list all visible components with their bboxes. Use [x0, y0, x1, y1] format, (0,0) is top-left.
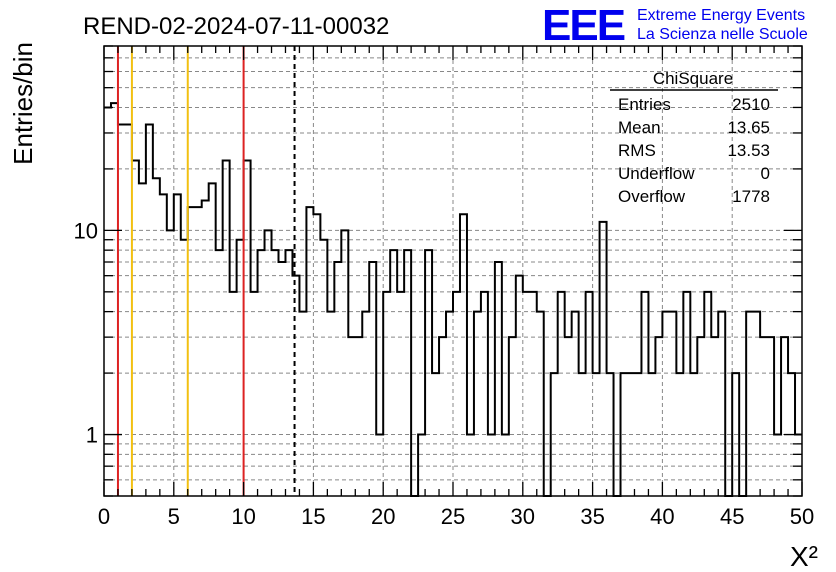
x-tick-label: 20 — [371, 504, 395, 529]
stats-label: Mean — [618, 118, 661, 137]
axis-ticks: 0 5 10 15 20 25 30 35 40 45 50 1 10 — [74, 45, 814, 529]
stats-value: 13.53 — [727, 141, 770, 160]
x-tick-label: 25 — [441, 504, 465, 529]
histogram — [104, 102, 802, 497]
x-tick-label: 10 — [231, 504, 255, 529]
x-tick-label: 15 — [301, 504, 325, 529]
x-tick-label: 30 — [511, 504, 535, 529]
logo-line2: La Scienza nelle Scuole — [637, 26, 808, 43]
x-tick-label: 40 — [650, 504, 674, 529]
stats-title: ChiSquare — [653, 69, 733, 88]
x-tick-label: 45 — [720, 504, 744, 529]
x-tick-label: 0 — [98, 504, 110, 529]
histogram-outline — [104, 102, 802, 497]
stats-value: 1778 — [732, 187, 770, 206]
stats-box: ChiSquare Entries 2510 Mean 13.65 RMS 13.53 Un… — [610, 69, 778, 206]
chart-title: REND-02-2024-07-11-00032 — [83, 13, 389, 40]
grid — [104, 45, 802, 497]
reference-lines — [116, 46, 296, 496]
x-tick-label: 35 — [580, 504, 604, 529]
stats-label: Overflow — [618, 187, 686, 206]
stats-label: Entries — [618, 95, 671, 114]
x-tick-label: 50 — [790, 504, 814, 529]
x-axis-label: X² — [790, 541, 818, 572]
eee-logo: EEE Extreme Energy Events La Scienza nel… — [542, 1, 808, 50]
logo-mark: EEE — [542, 1, 625, 50]
y-tick-label: 1 — [86, 423, 98, 448]
stats-value: 0 — [761, 164, 770, 183]
stats-label: RMS — [618, 141, 656, 160]
stats-label: Underflow — [618, 164, 695, 183]
logo-line1: Extreme Energy Events — [637, 7, 805, 24]
stats-value: 2510 — [732, 95, 770, 114]
y-tick-label: 10 — [74, 218, 98, 243]
stats-value: 13.65 — [727, 118, 770, 137]
x-tick-label: 5 — [168, 504, 180, 529]
y-axis-label: Entries/bin — [8, 42, 38, 165]
